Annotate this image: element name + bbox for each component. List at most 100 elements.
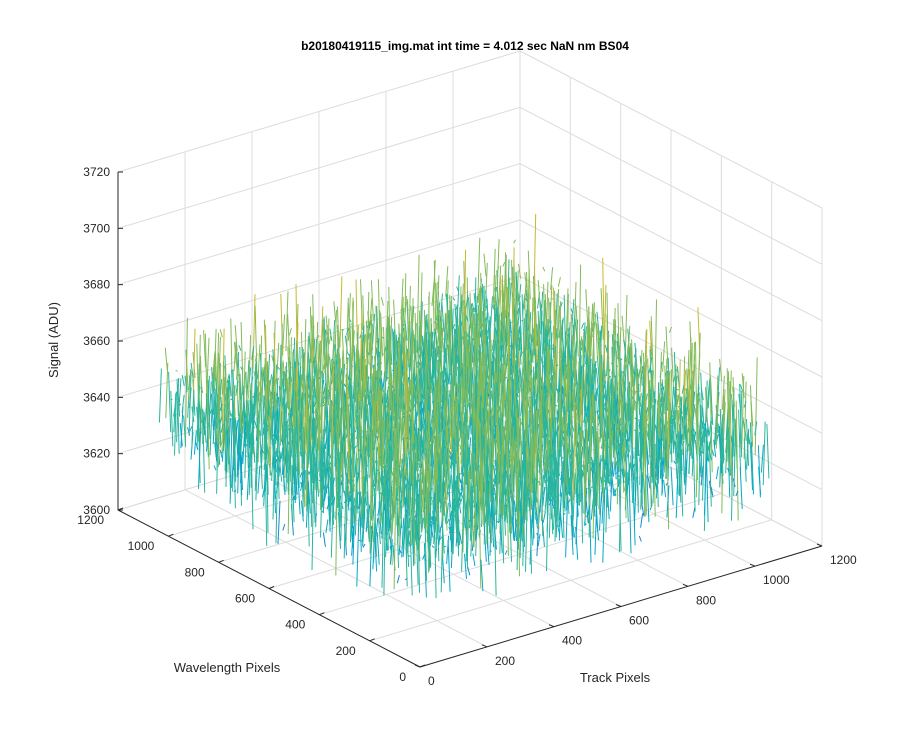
surface-spike	[412, 331, 416, 379]
surface-spike	[409, 483, 413, 524]
surface-spike	[612, 403, 616, 408]
y-tick-mark	[369, 638, 375, 642]
surface-spike	[336, 418, 340, 443]
surface-spike	[547, 346, 551, 372]
surface-spike	[628, 407, 632, 436]
surface-spike	[405, 483, 409, 529]
surface-spike	[710, 420, 714, 425]
surface-spike	[437, 402, 441, 430]
surface-spike	[613, 488, 617, 496]
surface-spike	[488, 364, 492, 435]
wall-grid-z	[519, 275, 823, 434]
surface-spike	[474, 387, 478, 397]
surface-spike	[490, 361, 494, 416]
surface-spike	[468, 447, 472, 480]
z-tick-label: 3660	[83, 334, 110, 348]
surface-spike	[583, 408, 587, 423]
wall-grid-z	[519, 163, 823, 322]
surface-spike	[377, 480, 381, 507]
surface-spike	[219, 329, 223, 338]
surface-spike	[621, 468, 625, 484]
surface-spike	[190, 362, 194, 379]
surface-spike	[299, 392, 303, 431]
surface-spike	[739, 383, 743, 458]
surface-spike	[285, 424, 289, 466]
z-tick-label: 3700	[83, 221, 110, 235]
surface-spike	[557, 368, 561, 403]
surface-spike	[498, 454, 502, 522]
surface-spike	[646, 475, 650, 523]
surface-spike	[165, 362, 169, 419]
surface-spike	[411, 497, 415, 555]
surface-spike	[622, 356, 626, 422]
surface-spike	[471, 485, 474, 489]
surface-spike	[213, 387, 217, 457]
surface-spike	[193, 430, 197, 455]
surface-spike	[492, 373, 496, 384]
surface-spike	[646, 430, 650, 440]
surface-spike	[183, 415, 187, 446]
surface-spike	[543, 362, 547, 395]
surface-spike	[478, 472, 482, 588]
surface-spike	[715, 395, 719, 449]
surface-spike	[663, 479, 667, 498]
surface-spike	[487, 469, 491, 481]
surface-spike	[563, 512, 566, 516]
surface-spike	[506, 475, 510, 513]
surface-spike	[594, 491, 598, 555]
surface-spike	[419, 318, 423, 403]
surface-spike	[702, 431, 705, 501]
surface-spike	[251, 346, 255, 360]
surface-spike	[539, 352, 543, 365]
surface-spike	[483, 526, 487, 562]
surface-spike	[605, 390, 609, 402]
surface-spike	[647, 476, 651, 489]
surface-spike	[219, 415, 223, 424]
surface-spike	[442, 441, 445, 465]
surface-spike	[385, 407, 389, 433]
surface-spike	[244, 413, 248, 479]
x-tick-mark	[749, 563, 756, 567]
surface-spike	[406, 407, 410, 416]
surface-spike	[525, 445, 529, 508]
surface-spike	[264, 365, 268, 382]
surface-spike	[581, 331, 585, 412]
surface-spike	[593, 472, 597, 510]
surface-spike	[402, 470, 406, 481]
surface-spike	[605, 422, 609, 470]
surface-spike	[246, 399, 250, 439]
surface-spike	[669, 426, 673, 453]
surface-spike	[495, 452, 499, 516]
surface-spike	[521, 319, 524, 322]
surface-spike	[628, 472, 632, 554]
surface-spike	[570, 308, 574, 315]
surface-spike	[314, 358, 318, 366]
surface-spike	[428, 339, 431, 443]
z-tick-label: 3680	[83, 278, 110, 292]
surface-spike	[378, 397, 381, 466]
surface-spike	[431, 419, 435, 439]
surface-spike	[358, 496, 362, 518]
surface-spike	[315, 449, 319, 497]
surface-spike	[391, 448, 395, 532]
surface-spike	[573, 282, 577, 351]
surface-spike	[485, 363, 489, 386]
surface-spike	[731, 407, 734, 521]
surface-spike	[358, 449, 362, 477]
surface-spike	[699, 392, 703, 474]
surface-spike	[447, 540, 451, 592]
x-tick-label: 600	[629, 614, 649, 628]
surface-spike	[649, 320, 653, 356]
surface-spike	[575, 387, 579, 457]
surface-spike	[562, 338, 566, 365]
surface-spike	[445, 454, 449, 490]
surface-spike	[549, 417, 553, 455]
surface-spike	[603, 284, 607, 362]
surface-spike	[349, 353, 353, 430]
surface-spike	[213, 465, 217, 471]
surface-spike	[488, 495, 492, 524]
surface-spike	[456, 286, 460, 292]
surface-spike	[571, 424, 575, 432]
surface-spike	[222, 360, 226, 451]
surface-spike	[421, 366, 425, 400]
